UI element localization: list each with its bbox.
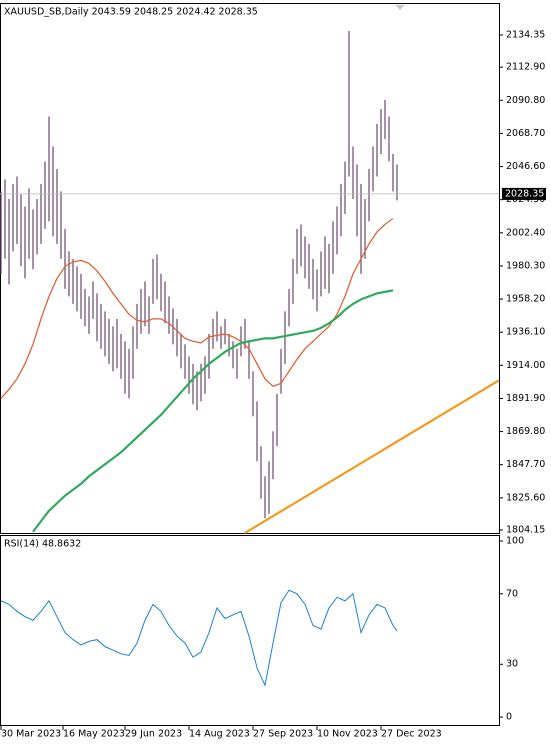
y-tick-label: 1869.80 — [506, 426, 545, 437]
y-tick-label: 1958.20 — [506, 294, 545, 305]
x-tick-label: 14 Aug 2023 — [189, 729, 250, 740]
y-tick-label: 1891.90 — [506, 393, 545, 404]
y-tick-label: 0 — [506, 712, 512, 723]
moving-average — [32, 289, 394, 533]
y-tick-label: 100 — [506, 535, 524, 546]
rsi-title: RSI(14) 48.8632 — [4, 539, 81, 550]
rsi-line — [0, 589, 398, 688]
moving-average — [0, 217, 394, 399]
y-tick-label: 2002.40 — [506, 227, 545, 238]
x-tick-label: 29 Jun 2023 — [125, 729, 182, 740]
x-tick-label: 16 May 2023 — [63, 729, 125, 740]
price-title: XAUUSD_SB,Daily 2043.59 2048.25 2024.42 … — [4, 7, 258, 18]
last-price-box — [502, 187, 546, 200]
y-tick-label: 1980.30 — [506, 260, 545, 271]
y-tick-label: 2090.80 — [506, 95, 545, 106]
shift-marker — [395, 5, 405, 10]
y-tick-label: 1804.15 — [506, 525, 545, 536]
y-tick-label: 2046.60 — [506, 161, 545, 172]
y-tick-label: 1825.60 — [506, 492, 545, 503]
last-price-label: 2028.35 — [505, 188, 544, 199]
x-tick-label: 27 Dec 2023 — [381, 729, 442, 740]
y-tick-label: 1936.10 — [506, 327, 545, 338]
trendline — [244, 379, 500, 534]
y-tick-label: 1847.70 — [506, 459, 545, 470]
y-tick-label: 30 — [506, 659, 518, 670]
y-tick-label: 1914.00 — [506, 360, 545, 371]
rsi-frame — [0, 535, 500, 726]
x-tick-label: 27 Sep 2023 — [253, 729, 313, 740]
y-tick-label: 70 — [506, 588, 518, 599]
x-tick-label: 30 Mar 2023 — [1, 729, 61, 740]
y-tick-label: 2068.70 — [506, 128, 545, 139]
x-tick-label: 10 Nov 2023 — [317, 729, 378, 740]
y-tick-label: 2134.35 — [506, 30, 545, 41]
y-tick-label: 2112.90 — [506, 62, 545, 73]
